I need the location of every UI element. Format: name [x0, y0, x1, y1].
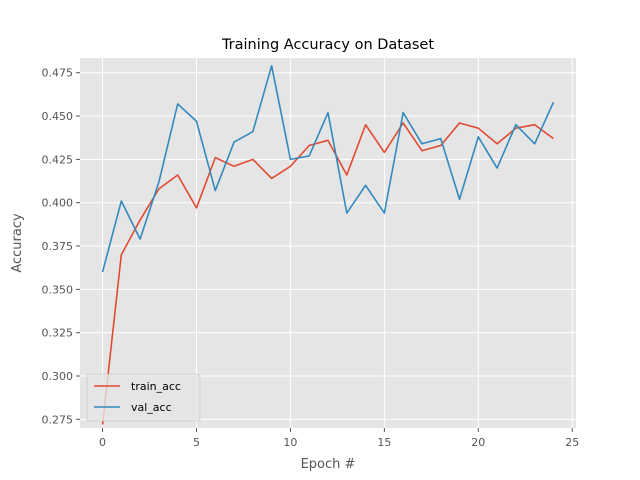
y-tick-label: 0.450 [42, 110, 74, 123]
x-tick-label: 25 [565, 436, 579, 449]
y-tick-label: 0.375 [42, 240, 74, 253]
y-tick-label: 0.350 [42, 283, 74, 296]
chart-title: Training Accuracy on Dataset [221, 37, 434, 53]
y-tick-label: 0.400 [42, 197, 74, 210]
x-axis-label: Epoch # [301, 457, 356, 472]
y-tick-label: 0.325 [42, 327, 74, 340]
legend-label: train_acc [131, 380, 181, 393]
axis-ticks: 0 5 10 15 20 25 0.275 0.300 0.325 0.350 0.375 0.400… [42, 67, 580, 449]
y-axis-label: Accuracy [10, 213, 25, 273]
x-tick-label: 0 [99, 436, 106, 449]
series-line-train-acc [101, 122, 554, 425]
series-line-val-acc [101, 65, 555, 273]
y-tick-label: 0.475 [42, 67, 74, 80]
x-tick-label: 5 [193, 436, 200, 449]
plot-area [80, 58, 576, 428]
x-tick-label: 15 [377, 436, 391, 449]
y-tick-label: 0.425 [42, 153, 74, 166]
legend: train_acc val_acc [86, 373, 201, 422]
x-tick-label: 20 [471, 436, 485, 449]
y-tick-label: 0.275 [42, 413, 74, 426]
series-lines [101, 65, 555, 425]
legend-label: val_acc [131, 401, 172, 414]
x-tick-label: 10 [283, 436, 297, 449]
y-tick-label: 0.300 [42, 370, 74, 383]
